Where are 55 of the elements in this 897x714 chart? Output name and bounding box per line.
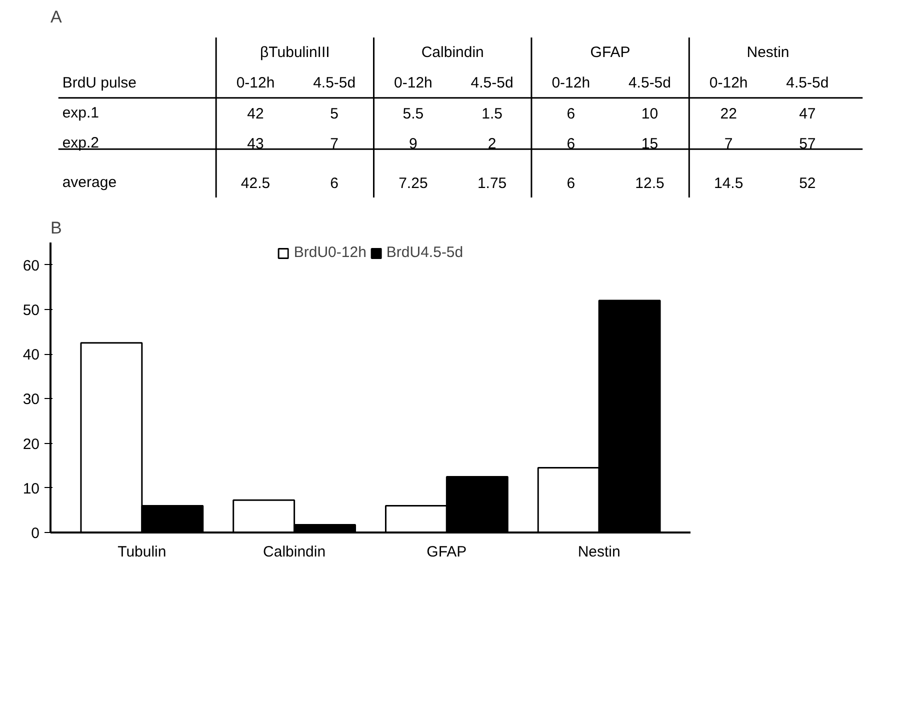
y-tick-label: average bbox=[62, 174, 117, 191]
data-label: 15 bbox=[641, 136, 658, 153]
data-label: 6 bbox=[566, 105, 576, 122]
data-label: 5 bbox=[330, 105, 339, 122]
legend-label: BrdU4.5-5d bbox=[386, 244, 464, 261]
data-label: 22 bbox=[720, 105, 737, 122]
x-tick-label: 0-12h bbox=[709, 74, 748, 92]
x-tick-label: Tubulin bbox=[118, 544, 166, 560]
x-tick-label: 4.5-5d bbox=[313, 74, 356, 92]
data-label: 52 bbox=[799, 174, 816, 192]
data-label: 57 bbox=[799, 136, 816, 153]
text: Nestin bbox=[746, 44, 790, 62]
data-label: 6 bbox=[330, 174, 339, 192]
y-tick-label: 0 bbox=[31, 525, 40, 542]
y-axis-title: BrdU pulse bbox=[62, 74, 137, 92]
text: Calbindin bbox=[421, 44, 484, 62]
y-tick-label: 30 bbox=[22, 391, 40, 408]
data-label: 47 bbox=[799, 105, 816, 122]
data-label: 7 bbox=[330, 136, 339, 153]
y-tick-label: 40 bbox=[22, 346, 40, 364]
data-label: 42.5 bbox=[240, 174, 270, 192]
y-tick-label: exp.1 bbox=[62, 104, 100, 122]
data-label: 43 bbox=[247, 136, 264, 153]
data-label: 1.75 bbox=[477, 174, 507, 192]
text: βTubulinIII bbox=[260, 44, 330, 62]
x-tick-label: GFAP bbox=[426, 544, 467, 560]
x-tick-label: 0-12h bbox=[236, 74, 275, 92]
data-label: 42 bbox=[247, 105, 264, 122]
data-label: 6 bbox=[566, 136, 576, 153]
x-tick-label: 0-12h bbox=[552, 74, 590, 92]
x-tick-label: 4.5-5d bbox=[628, 74, 672, 92]
text: GFAP bbox=[590, 44, 630, 62]
legend-label: BrdU0-12h bbox=[294, 244, 366, 261]
data-label: 10 bbox=[641, 105, 658, 122]
y-tick-label: 10 bbox=[22, 480, 40, 498]
x-tick-label: Calbindin bbox=[263, 544, 326, 560]
y-tick-label: 20 bbox=[22, 436, 40, 453]
x-tick-label: Nestin bbox=[578, 544, 620, 560]
x-tick-label: 0-12h bbox=[394, 74, 432, 92]
y-tick-label: 50 bbox=[22, 302, 40, 319]
y-tick-label: exp.2 bbox=[62, 134, 100, 152]
data-label: 1.5 bbox=[482, 105, 502, 122]
x-tick-label: 4.5-5d bbox=[470, 74, 514, 92]
data-label: 9 bbox=[409, 136, 418, 153]
data-label: 12.5 bbox=[635, 174, 664, 192]
data-label: 7 bbox=[724, 136, 733, 153]
data-label: 7.25 bbox=[398, 174, 428, 192]
chart-title: B bbox=[50, 218, 62, 238]
data-label: 2 bbox=[488, 136, 496, 153]
data-label: 5.5 bbox=[402, 105, 424, 122]
data-label: 6 bbox=[566, 174, 576, 192]
y-tick-label: 60 bbox=[22, 257, 40, 274]
text: A bbox=[50, 8, 62, 26]
data-label: 14.5 bbox=[714, 174, 744, 192]
x-tick-label: 4.5-5d bbox=[786, 74, 829, 92]
